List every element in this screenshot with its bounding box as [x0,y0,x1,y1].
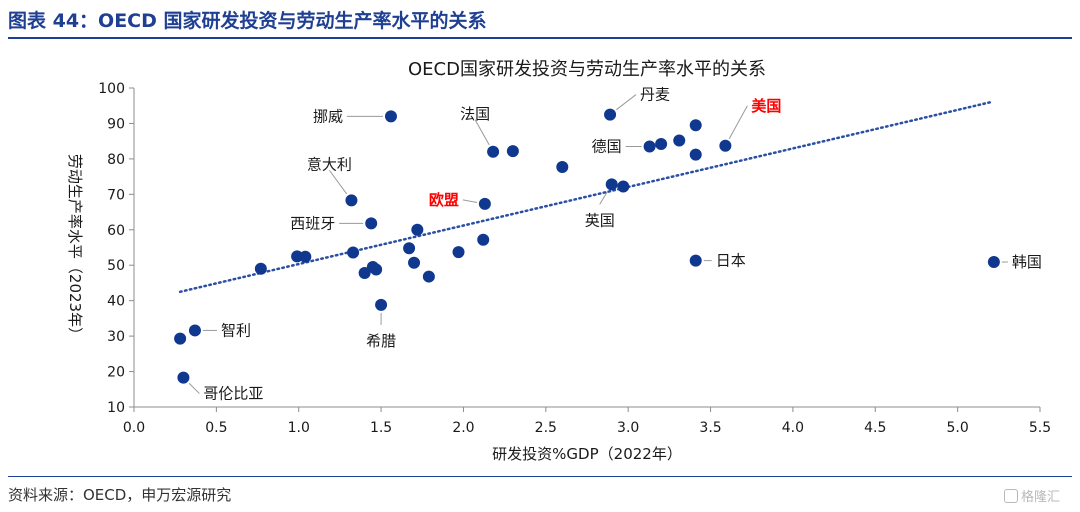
point-label: 韩国 [1012,253,1042,271]
data-point [375,298,388,311]
data-point [188,324,201,337]
figure-title: 图表 44：OECD 国家研发投资与劳动生产率水平的关系 [8,10,487,32]
x-tick-label: 5.0 [947,420,969,436]
y-tick-label: 100 [98,81,125,97]
data-point [987,256,1000,269]
point-label: 日本 [716,252,746,270]
leader-line [462,199,478,203]
x-tick-label: 0.5 [205,420,227,436]
data-point [506,145,519,158]
point-label: 法国 [460,105,490,123]
x-tick-label: 0.0 [123,420,145,436]
point-label: 美国 [751,97,781,115]
chart-title: OECD国家研发投资与劳动生产率水平的关系 [408,59,766,80]
leader-line [599,191,609,205]
data-point [299,250,312,263]
data-point [345,194,358,207]
point-label: 丹麦 [640,86,670,104]
y-tick-label: 50 [107,258,125,274]
x-axis-label: 研发投资%GDP（2022年） [492,445,682,463]
data-point [254,262,267,275]
data-point [347,246,360,259]
y-tick-label: 60 [107,223,125,239]
point-label: 智利 [221,321,251,339]
point-label: 挪威 [313,107,343,125]
data-point [411,223,424,236]
x-tick-label: 3.5 [699,420,721,436]
y-tick-label: 80 [107,152,125,168]
data-point [487,145,500,158]
y-tick-label: 30 [107,329,125,345]
x-tick-label: 2.0 [452,420,474,436]
leader-line [329,170,348,195]
data-point [408,256,421,269]
y-tick-label: 40 [107,294,125,310]
leader-line [728,105,748,140]
x-tick-label: 4.0 [782,420,804,436]
data-point [643,140,656,153]
trend-line [178,100,992,294]
data-point [358,267,371,280]
watermark-text: 格隆汇 [1021,490,1061,505]
data-point [617,180,630,193]
x-tick-label: 2.5 [535,420,557,436]
y-tick-label: 90 [107,116,125,132]
leader-line [474,119,490,146]
data-point [605,178,618,191]
leader-line [188,382,200,394]
y-tick-label: 10 [107,400,125,416]
data-point [177,371,190,384]
data-point [174,332,187,345]
point-label: 欧盟 [429,191,459,209]
data-point [689,254,702,267]
x-tick-label: 4.5 [864,420,886,436]
watermark-logo-icon [1004,489,1018,503]
x-tick-label: 5.5 [1029,420,1051,436]
data-point [452,246,465,259]
point-label: 意大利 [307,155,352,173]
data-point [365,217,378,230]
y-axis-label: 劳动生产率水平（2023年） [66,154,84,342]
y-tick-label: 20 [107,365,125,381]
y-tick-label: 70 [107,187,125,203]
data-point [422,270,435,283]
data-point [673,134,686,147]
data-point [556,161,569,174]
data-point [719,139,732,152]
leader-line [616,94,637,111]
x-tick-label: 1.0 [288,420,310,436]
data-point [689,148,702,161]
data-point [403,242,416,255]
source-divider [8,476,1072,477]
watermark: 格隆汇 [1004,486,1060,505]
scatter-chart: OECD国家研发投资与劳动生产率水平的关系 10 20 30 40 50 60 70 80 90 1… [66,59,1051,463]
point-label: 西班牙 [290,214,335,232]
x-tick-label: 1.5 [370,420,392,436]
point-label: 哥伦比亚 [203,385,263,403]
data-point [384,110,397,123]
data-point [604,108,617,121]
data-point [689,119,702,132]
point-label: 希腊 [366,332,396,350]
figure-header: 图表 44：OECD 国家研发投资与劳动生产率水平的关系 [0,0,1080,40]
source-note: 资料来源：OECD，申万宏源研究 [8,486,232,504]
data-point [655,138,668,151]
point-label: 德国 [592,137,622,155]
data-point [370,263,383,276]
title-divider [8,37,1072,39]
data-point [477,233,490,246]
point-label: 英国 [585,211,615,229]
data-point [478,197,491,210]
x-tick-label: 3.0 [617,420,639,436]
